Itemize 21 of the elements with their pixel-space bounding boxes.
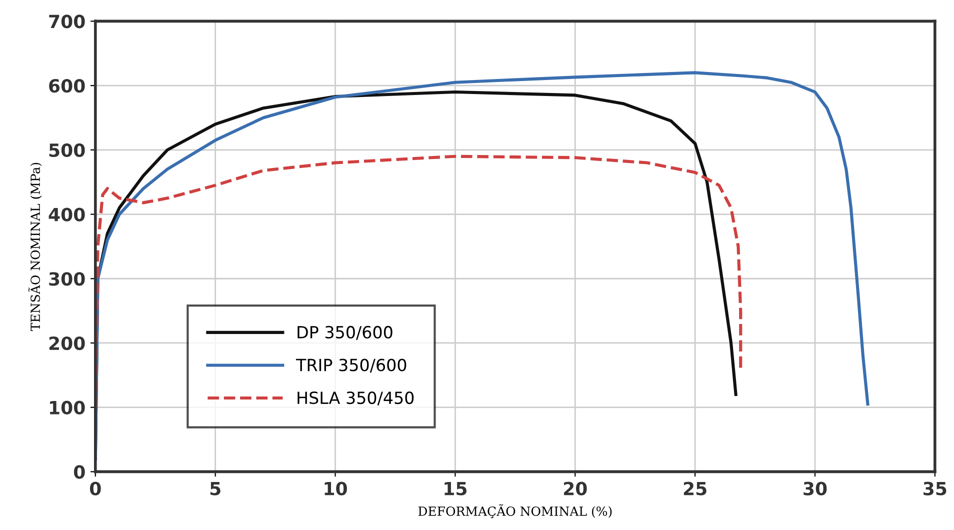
x-tick-label: 10 bbox=[324, 482, 347, 496]
y-tick-label: 700 bbox=[49, 14, 85, 28]
y-tick-label: 0 bbox=[74, 465, 85, 479]
legend-label: HSLA 350/450 bbox=[298, 391, 414, 406]
x-tick-label: 25 bbox=[684, 482, 706, 496]
legend-label: TRIP 350/600 bbox=[296, 358, 406, 373]
x-tick-label: 20 bbox=[564, 482, 587, 496]
y-tick-label: 200 bbox=[49, 336, 85, 350]
x-tick-label: 15 bbox=[444, 482, 466, 496]
y-tick-label: 100 bbox=[50, 400, 85, 414]
y-axis-title: TENSÃO NOMINAL (MPa) bbox=[28, 162, 42, 331]
legend-label: DP 350/600 bbox=[298, 326, 392, 340]
y-tick-label: 300 bbox=[49, 272, 85, 286]
x-tick-label: 0 bbox=[90, 482, 101, 496]
y-tick-label: 400 bbox=[48, 208, 85, 222]
x-axis-title: DEFORMAÇÃO NOMINAL (%) bbox=[418, 504, 612, 518]
y-tick-label: 600 bbox=[49, 79, 85, 93]
x-tick-label: 5 bbox=[210, 482, 220, 496]
x-tick-label: 35 bbox=[924, 482, 946, 496]
y-tick-label: 500 bbox=[49, 143, 85, 158]
x-tick-label: 30 bbox=[804, 482, 827, 496]
